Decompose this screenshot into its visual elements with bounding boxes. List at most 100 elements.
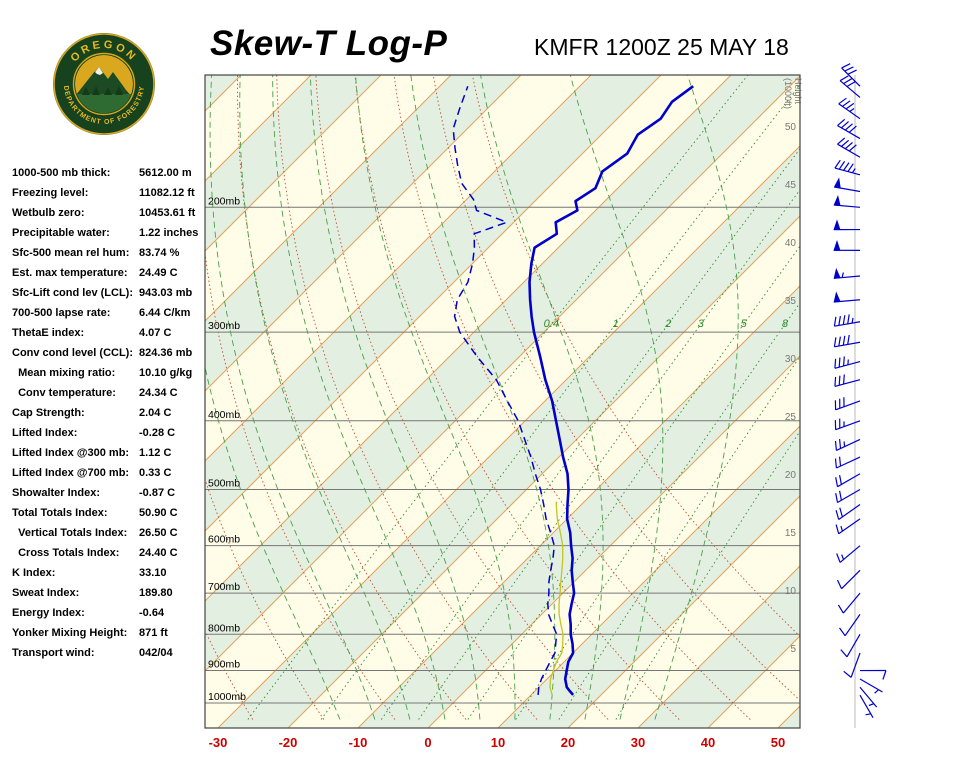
index-label: Est. max temperature:	[12, 267, 128, 279]
index-row: Cap Strength: 2.04 C	[12, 403, 212, 423]
index-value: 0.33 C	[139, 467, 172, 479]
index-label: Showalter Index:	[12, 487, 101, 499]
height-tick-label: 5	[790, 644, 796, 655]
wind-barb	[835, 488, 861, 504]
wind-barb	[859, 694, 874, 719]
index-label: Lifted Index @300 mb:	[12, 447, 130, 459]
height-tick-label: 25	[785, 412, 797, 423]
pressure-label: 1000mb	[208, 691, 246, 703]
dewpoint-curve	[452, 85, 558, 695]
index-label: Conv cond level (CCL):	[12, 347, 134, 359]
temp-axis-label: 40	[701, 735, 715, 750]
pressure-label: 500mb	[208, 478, 240, 490]
index-row: Sfc-500 mean rel hum: 83.74 %	[12, 243, 212, 263]
index-row: Sweat Index: 189.80	[12, 583, 212, 603]
index-value: 24.40 C	[139, 547, 178, 559]
mixing-ratio-labels: 0.4 1 2 3 5 8	[544, 318, 789, 330]
wind-barbs	[833, 63, 887, 719]
temp-axis-label: 10	[491, 735, 505, 750]
wind-barb	[839, 614, 861, 637]
index-row: Lifted Index @700 mb: 0.33 C	[12, 463, 212, 483]
index-row: Yonker Mixing Height: 871 ft	[12, 623, 212, 643]
height-tick-label: 30	[785, 354, 797, 365]
index-row: Lifted Index @300 mb: 1.12 C	[12, 443, 212, 463]
logo-inner-ring	[72, 52, 136, 116]
logo-outer-ring	[53, 33, 155, 135]
height-tick-label: 45	[785, 180, 797, 191]
index-value: 4.07 C	[139, 327, 172, 339]
index-row: Conv cond level (CCL): 824.36 mb	[12, 343, 212, 363]
wind-barb	[836, 569, 861, 590]
mixing-ratio-label: 8	[782, 318, 789, 330]
index-label: Conv temperature:	[12, 387, 116, 399]
pressure-label: 800mb	[208, 622, 240, 634]
index-value: 83.74 %	[139, 247, 180, 259]
index-label: Cross Totals Index:	[12, 547, 120, 559]
index-label: Transport wind:	[12, 647, 95, 659]
height-tick-label: 20	[785, 470, 797, 481]
mixing-ratio-label: 5	[741, 318, 748, 330]
index-row: Vertical Totals Index: 26.50 C	[12, 523, 212, 543]
wind-barb	[834, 438, 861, 451]
wind-barb	[859, 678, 883, 694]
wind-barb	[836, 545, 861, 563]
index-label: Mean mixing ratio:	[12, 367, 116, 379]
temp-axis-label: 0	[424, 735, 431, 750]
index-label: 700-500 lapse rate:	[12, 307, 111, 319]
index-label: Sweat Index:	[12, 587, 80, 599]
index-value: 24.49 C	[139, 267, 178, 279]
indices-panel: 1000-500 mb thick: 5612.00 m Freezing leve…	[12, 163, 212, 663]
index-value: 943.03 mb	[139, 287, 193, 299]
index-row: Freezing level: 11082.12 ft	[12, 183, 212, 203]
index-value: -0.28 C	[139, 427, 176, 439]
index-value: 2.04 C	[139, 407, 172, 419]
pressure-gridlines	[205, 206, 800, 704]
index-row: Lifted Index: -0.28 C	[12, 423, 212, 443]
index-value: 50.90 C	[139, 507, 178, 519]
index-value: 824.36 mb	[139, 347, 193, 359]
index-row: Wetbulb zero: 10453.61 ft	[12, 203, 212, 223]
wind-barb	[837, 118, 861, 140]
page-title: Skew-T Log-P	[210, 24, 448, 63]
temperature-curve	[528, 85, 694, 696]
index-value: 871 ft	[139, 627, 168, 639]
index-row: K Index: 33.10	[12, 563, 212, 583]
logo-scene	[75, 55, 133, 113]
wind-barb	[833, 240, 861, 251]
wind-barb	[833, 195, 861, 208]
wind-barb	[839, 75, 861, 98]
index-value: 10.10 g/kg	[139, 367, 193, 379]
pressure-label: 200mb	[208, 195, 240, 207]
height-tick-label: 35	[785, 296, 797, 307]
index-value: 26.50 C	[139, 527, 178, 539]
index-label: Lifted Index:	[12, 427, 78, 439]
index-value: -0.87 C	[139, 487, 176, 499]
wind-barb	[834, 159, 861, 176]
index-value: 10453.61 ft	[139, 207, 196, 219]
mixing-ratio-label: 2	[664, 318, 671, 330]
index-value: 33.10	[139, 567, 167, 579]
index-value: 6.44 C/km	[139, 307, 191, 319]
wind-barb	[843, 652, 861, 678]
wind-barb	[834, 418, 861, 431]
index-label: Cap Strength:	[12, 407, 85, 419]
temp-axis-label: -30	[209, 735, 228, 750]
index-row: Conv temperature: 24.34 C	[12, 383, 212, 403]
height-axis-title: Height(1000ft)	[783, 78, 803, 109]
index-row: Mean mixing ratio: 10.10 g/kg	[12, 363, 212, 383]
snowcap-icon	[95, 67, 103, 75]
index-label: Wetbulb zero:	[12, 207, 85, 219]
index-row: ThetaE index: 4.07 C	[12, 323, 212, 343]
wind-barb	[833, 334, 861, 348]
height-tick-label: 50	[785, 122, 797, 133]
mixing-ratio-label: 1	[613, 318, 619, 330]
wind-barb	[859, 686, 878, 708]
wetbulb-curve	[549, 501, 564, 696]
index-value: 24.34 C	[139, 387, 178, 399]
wind-barb	[834, 456, 861, 469]
isotherms	[205, 75, 800, 728]
index-value: -0.64	[139, 607, 165, 619]
index-label: Total Totals Index:	[12, 507, 108, 519]
wind-barb	[838, 97, 861, 120]
